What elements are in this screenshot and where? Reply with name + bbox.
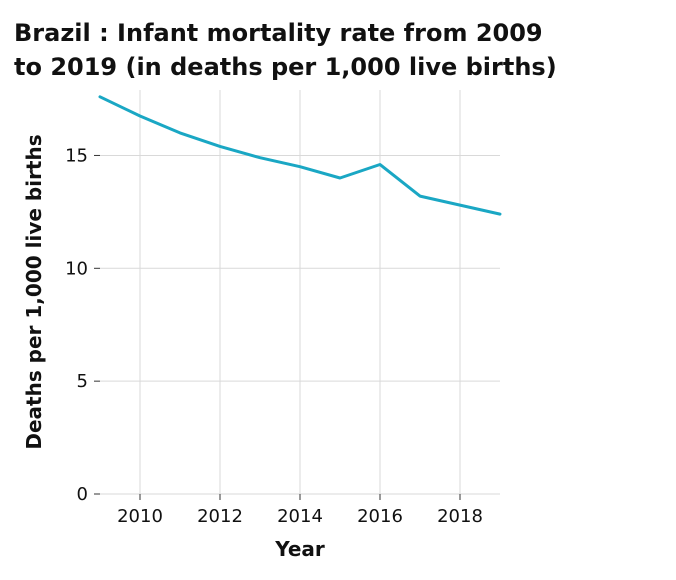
- chart-title-line-2: to 2019 (in deaths per 1,000 live births…: [14, 53, 557, 81]
- y-tick-label: 0: [77, 484, 88, 505]
- series: [98, 95, 502, 216]
- series-line: [98, 95, 502, 216]
- x-tick-label: 2018: [437, 506, 483, 527]
- x-tick-label: 2012: [197, 506, 243, 527]
- x-axis-label: Year: [274, 537, 325, 561]
- axis-ticks: 2010 2012 2014 2016 2018 0 5 10 15: [65, 145, 483, 527]
- y-tick-label: 15: [65, 145, 88, 166]
- y-tick-label: 5: [77, 371, 88, 392]
- chart-title-line-1: Brazil : Infant mortality rate from 2009: [14, 19, 543, 47]
- x-tick-label: 2010: [117, 506, 163, 527]
- x-tick-label: 2014: [277, 506, 323, 527]
- y-axis-label: Deaths per 1,000 live births: [22, 134, 46, 449]
- grid: [100, 90, 500, 495]
- y-tick-label: 10: [65, 258, 88, 279]
- x-tick-label: 2016: [357, 506, 403, 527]
